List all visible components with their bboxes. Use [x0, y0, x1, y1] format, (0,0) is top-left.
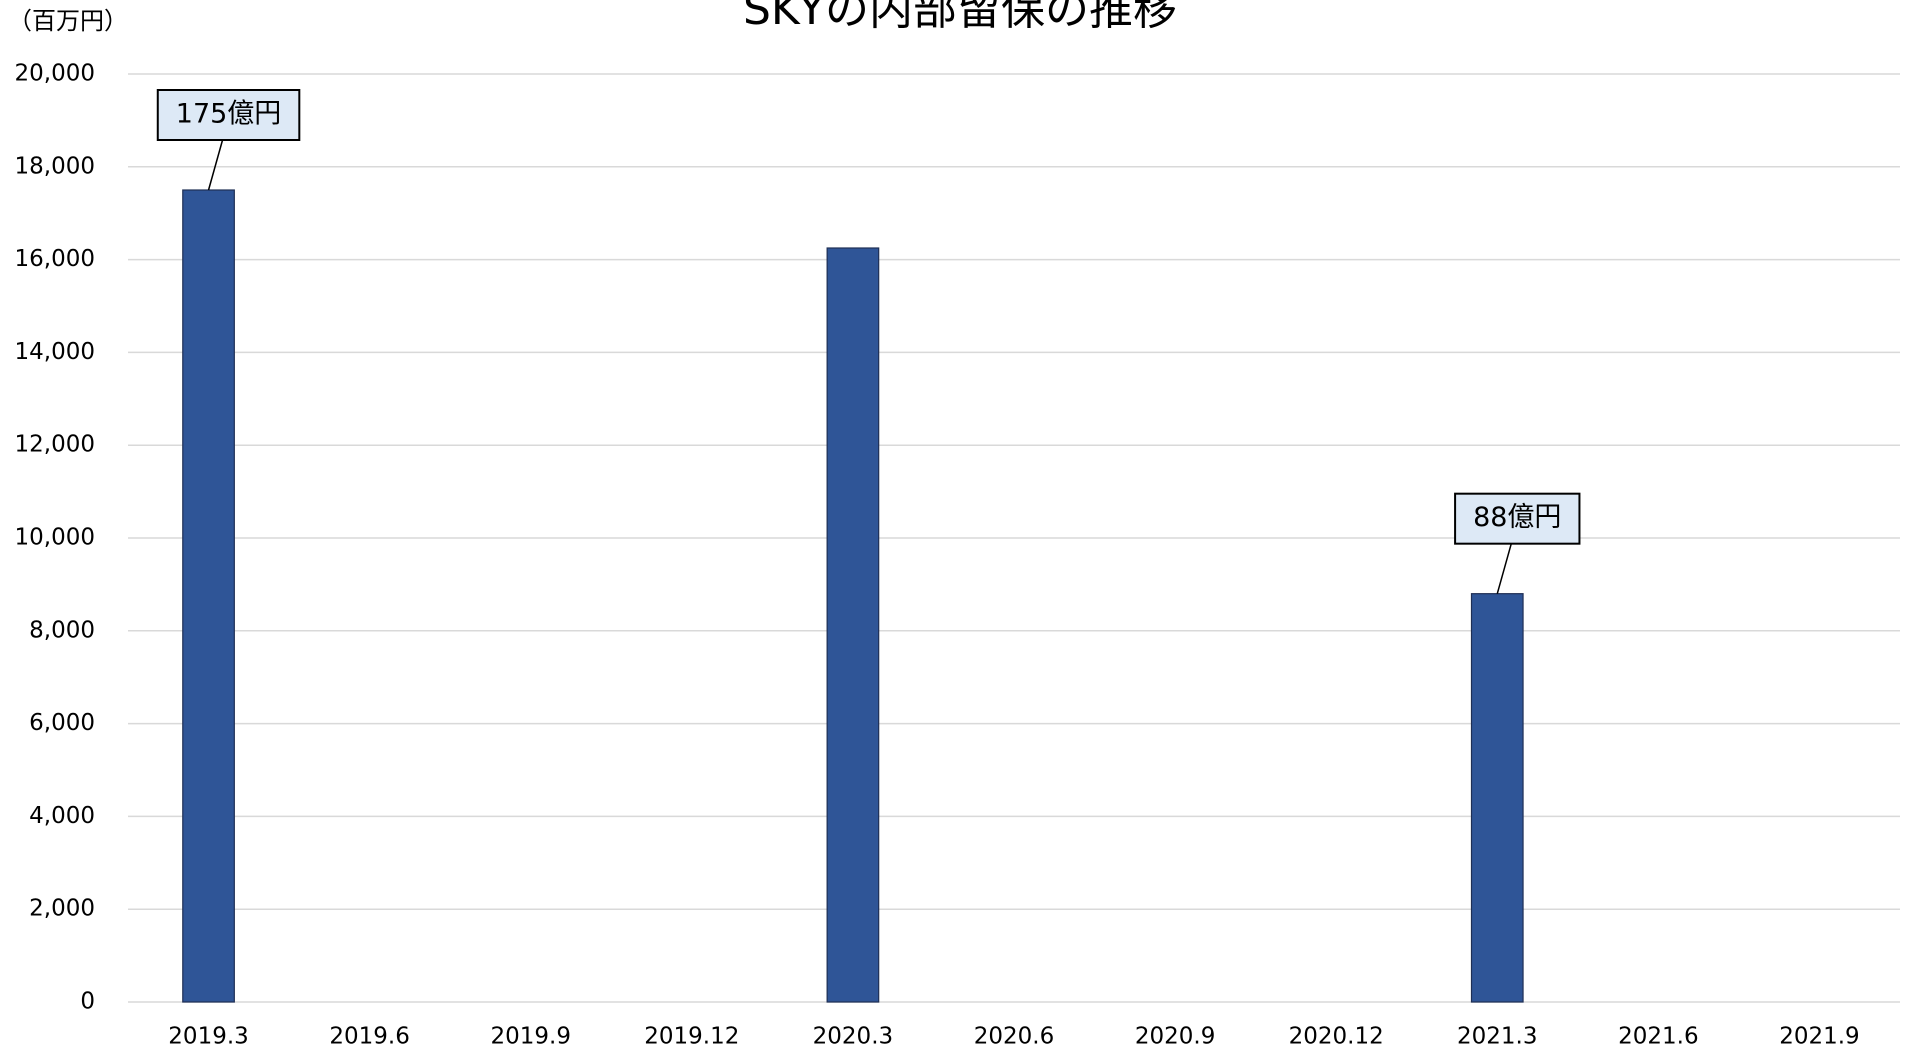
annotation-leader [1496, 543, 1512, 594]
y-tick-label: 6,000 [29, 710, 95, 736]
x-tick-label: 2020.6 [974, 1024, 1054, 1050]
y-tick-label: 2,000 [29, 896, 95, 922]
y-tick-label: 16,000 [15, 246, 95, 272]
annotation-label: 175億円 [176, 99, 282, 130]
annotation-leader [207, 139, 224, 191]
x-tick-label: 2020.9 [1135, 1024, 1215, 1050]
bar [826, 247, 880, 1003]
chart-title: SKYの内部留保の推移 [743, 0, 1177, 35]
y-tick-label: 10,000 [15, 525, 95, 551]
y-tick-label: 14,000 [15, 339, 95, 365]
x-tick-label: 2021.9 [1779, 1024, 1859, 1050]
y-tick-label: 12,000 [15, 432, 95, 458]
bar [182, 189, 235, 1003]
y-unit-label: （百万円） [8, 7, 128, 35]
x-tick-label: 2019.3 [168, 1024, 248, 1050]
x-tick-label: 2020.12 [1289, 1024, 1384, 1050]
x-tick-label: 2019.9 [490, 1024, 570, 1050]
x-tick-label: 2020.3 [813, 1024, 893, 1050]
x-tick-label: 2019.6 [329, 1024, 409, 1050]
y-tick-label: 20,000 [15, 61, 95, 87]
bar [1470, 593, 1524, 1003]
annotation-box [1454, 492, 1581, 545]
annotation-label: 88億円 [1473, 502, 1561, 533]
x-tick-label: 2021.6 [1618, 1024, 1698, 1050]
y-tick-label: 18,000 [15, 153, 95, 179]
x-tick-label: 2019.12 [644, 1024, 739, 1050]
y-tick-label: 8,000 [29, 617, 95, 643]
y-tick-label: 0 [80, 989, 95, 1015]
annotation-box [156, 89, 301, 141]
y-tick-label: 4,000 [29, 803, 95, 829]
x-tick-label: 2021.3 [1457, 1024, 1537, 1050]
